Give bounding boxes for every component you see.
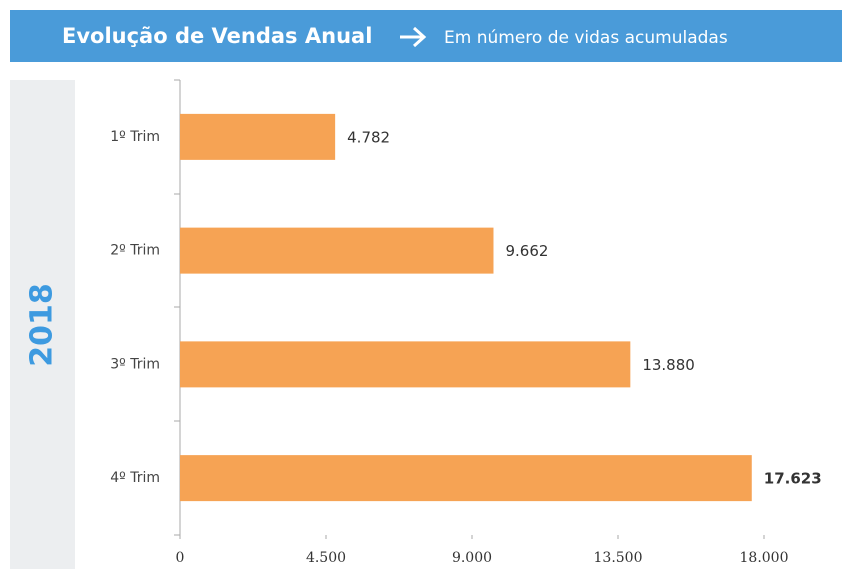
side-label: 2018 xyxy=(25,283,60,367)
x-tick-label: 9.000 xyxy=(452,550,492,566)
value-label: 4.782 xyxy=(347,128,390,146)
bar xyxy=(180,341,631,388)
header-bar xyxy=(10,10,842,62)
y-tick-label: 3º Trim xyxy=(110,356,160,372)
y-tick-label: 4º Trim xyxy=(110,470,160,486)
chart-subtitle: Em número de vidas acumuladas xyxy=(444,28,728,48)
chart-title: Evolução de Vendas Anual xyxy=(62,24,372,48)
x-tick-label: 18.000 xyxy=(740,550,789,566)
bar xyxy=(180,455,752,502)
side-band xyxy=(10,80,75,569)
value-label: 13.880 xyxy=(642,356,695,374)
value-label: 9.662 xyxy=(505,242,548,260)
bar xyxy=(180,113,336,160)
value-label: 17.623 xyxy=(764,470,822,488)
bar xyxy=(180,227,494,274)
x-tick-label: 4.500 xyxy=(306,550,346,566)
x-tick-label: 0 xyxy=(176,550,185,566)
y-tick-label: 1º Trim xyxy=(110,129,160,145)
x-tick-label: 13.500 xyxy=(594,550,643,566)
arrow-icon xyxy=(400,26,427,48)
y-tick-label: 2º Trim xyxy=(110,243,160,259)
